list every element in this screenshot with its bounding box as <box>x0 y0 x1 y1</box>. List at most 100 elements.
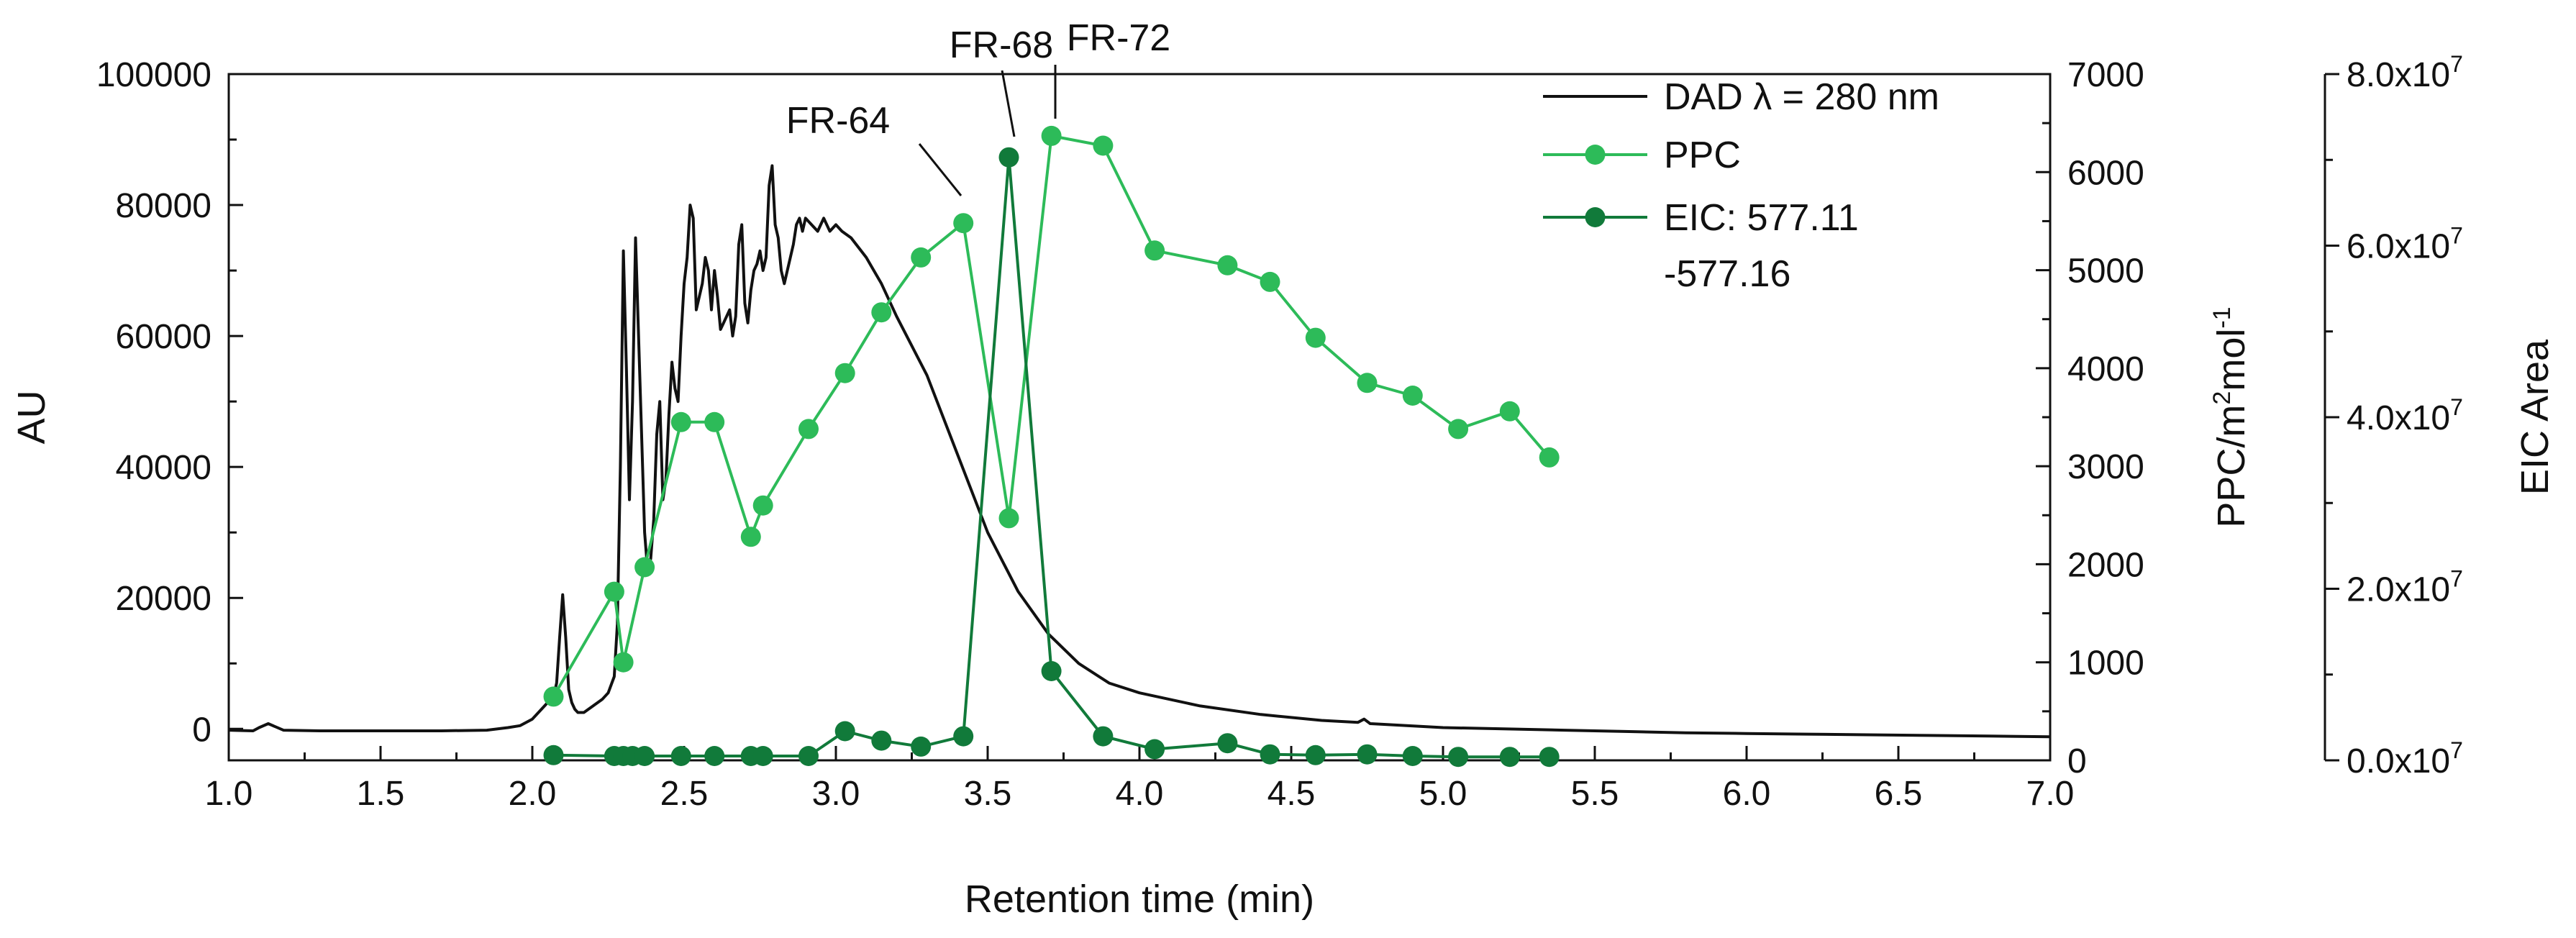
left-tick-label: 80000 <box>116 187 211 225</box>
legend-entry: EIC: 577.11 <box>1664 197 1859 239</box>
x-tick-label: 3.5 <box>964 775 1012 813</box>
legend-layer: DAD λ = 280 nm PPC EIC: 577.11 -577.16 <box>1543 76 1939 295</box>
data-point <box>953 726 974 747</box>
data-point <box>911 736 932 757</box>
legend-entry-continued: -577.16 <box>1664 253 1790 295</box>
data-point <box>740 527 761 547</box>
data-point <box>1305 327 1326 348</box>
data-point <box>1402 386 1423 406</box>
left-tick-label: 60000 <box>116 318 211 356</box>
data-point <box>1217 733 1238 754</box>
data-point <box>1402 746 1423 766</box>
series-1 <box>543 125 1560 707</box>
x-tick-label: 4.0 <box>1116 775 1164 813</box>
axes-layer: 1.0 1.5 2.0 2.5 3.0 3.5 4.0 4.5 5.0 5.5 6.0 6.5 7.0 R… <box>10 51 2557 921</box>
legend-entry: DAD λ = 280 nm <box>1664 76 1939 118</box>
data-point <box>1448 747 1469 768</box>
data-point <box>670 411 691 432</box>
x-tick-label: 1.5 <box>357 775 405 813</box>
right-tick-label: 3000 <box>2067 448 2144 486</box>
data-point <box>953 213 974 234</box>
data-point <box>752 495 773 516</box>
data-point <box>604 581 624 602</box>
data-point <box>798 419 819 440</box>
eic-tick-label: 6.0x107 <box>2347 223 2463 266</box>
data-point <box>752 746 773 766</box>
data-point <box>871 730 892 751</box>
data-point <box>1305 745 1326 765</box>
data-point <box>1093 726 1114 747</box>
x-tick-label: 5.0 <box>1419 775 1467 813</box>
data-point <box>613 652 634 673</box>
x-tick-label: 7.0 <box>2026 775 2075 813</box>
right-axis-title: PPC/m2mol-1 <box>2208 306 2253 527</box>
legend-entry: PPC <box>1664 135 1741 176</box>
left-tick-label: 0 <box>192 711 211 749</box>
right-tick-label: 4000 <box>2067 350 2144 388</box>
right-tick-label: 5000 <box>2067 252 2144 291</box>
legend-marker <box>1585 207 1606 227</box>
annotation-leader <box>918 143 962 196</box>
data-point <box>834 721 855 742</box>
right-tick-label: 7000 <box>2067 56 2144 94</box>
data-point <box>543 745 564 765</box>
data-point <box>634 746 655 766</box>
data-point <box>1041 661 1062 681</box>
right-tick-label: 1000 <box>2067 645 2144 683</box>
data-point <box>634 557 655 578</box>
series-line-1 <box>552 134 1551 698</box>
data-point <box>704 746 725 766</box>
right-tick-label: 2000 <box>2067 546 2144 584</box>
plot-frame <box>227 73 2052 762</box>
x-tick-label: 4.5 <box>1267 775 1316 813</box>
series-2 <box>543 147 1560 768</box>
annotation-label: FR-72 <box>1067 17 1170 59</box>
data-point <box>670 746 691 766</box>
data-point <box>1217 255 1238 276</box>
data-point <box>543 686 564 707</box>
eic-tick-label: 2.0x107 <box>2347 566 2463 609</box>
x-tick-label: 5.5 <box>1571 775 1619 813</box>
eic-tick-label: 4.0x107 <box>2347 394 2463 437</box>
legend-marker <box>1585 145 1606 165</box>
left-axis-title: AU <box>10 390 53 444</box>
eic-tick-label: 8.0x107 <box>2347 51 2463 94</box>
data-point <box>1448 419 1469 440</box>
data-point <box>1499 747 1520 768</box>
annotation-layer: FR-64 FR-68 FR-72 <box>786 17 1170 196</box>
x-tick-label: 2.5 <box>660 775 709 813</box>
data-point <box>1357 373 1378 393</box>
right-tick-label: 0 <box>2067 742 2087 780</box>
data-point <box>1093 135 1114 156</box>
data-point <box>998 147 1019 168</box>
eic-axis-title: EIC Area <box>2513 339 2557 495</box>
data-point <box>1144 240 1165 261</box>
x-tick-label: 6.0 <box>1723 775 1771 813</box>
data-point <box>1539 747 1560 768</box>
left-tick-label: 100000 <box>96 56 211 94</box>
data-point <box>1041 125 1062 146</box>
annotation-label: FR-64 <box>786 100 890 142</box>
eic-tick-label: 0.0x107 <box>2347 737 2463 780</box>
annotation-leader <box>1001 70 1016 137</box>
x-tick-label: 6.5 <box>1875 775 1923 813</box>
left-tick-label: 40000 <box>116 449 211 487</box>
data-point <box>704 411 725 432</box>
data-point <box>798 746 819 766</box>
data-point <box>998 508 1019 529</box>
annotation-label: FR-68 <box>950 24 1053 66</box>
data-point <box>834 363 855 383</box>
x-tick-label: 3.0 <box>812 775 860 813</box>
series-layer <box>228 125 2051 768</box>
x-axis-title: Retention time (min) <box>965 878 1314 921</box>
x-tick-label: 2.0 <box>509 775 557 813</box>
data-point <box>911 247 932 268</box>
data-point <box>871 302 892 323</box>
data-point <box>1260 744 1280 765</box>
right-tick-label: 6000 <box>2067 154 2144 192</box>
data-point <box>1499 401 1520 422</box>
left-tick-label: 20000 <box>116 580 211 618</box>
series-0 <box>228 164 2051 739</box>
data-point <box>1539 447 1560 468</box>
